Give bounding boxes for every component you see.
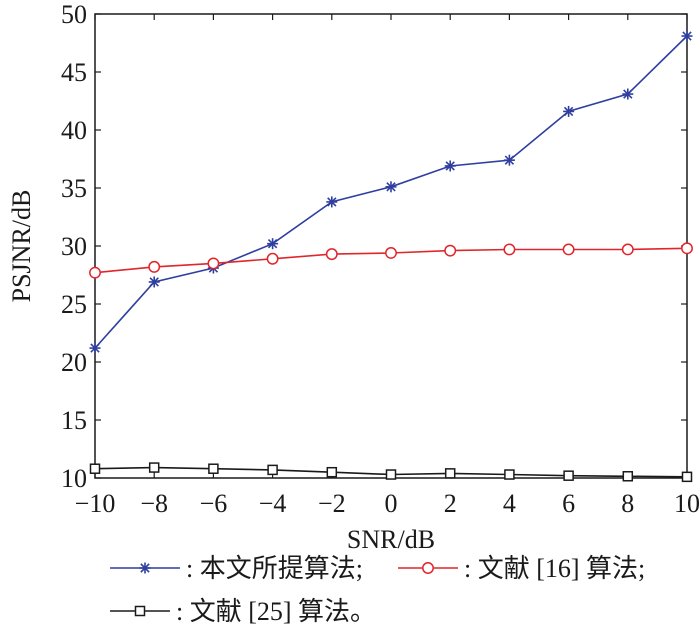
series-2-point [89, 266, 101, 279]
series-3-point [148, 462, 160, 473]
x-tick-label: −10 [75, 489, 116, 518]
y-tick-label: 25 [61, 290, 87, 319]
series-1-point [89, 342, 101, 354]
x-tick-label: 10 [674, 489, 700, 518]
x-tick-label: 2 [444, 489, 457, 518]
series-1-point [503, 154, 515, 166]
series-2-point [562, 243, 575, 256]
series-3-point [444, 468, 456, 479]
series-1-point [148, 276, 160, 288]
y-axis-title: PSJNR/dB [7, 190, 36, 303]
x-axis-title: SNR/dB [347, 525, 435, 554]
series-3-point [622, 471, 634, 482]
series-2-point [325, 248, 338, 261]
series-3-point [267, 464, 278, 476]
plot-frame [94, 13, 688, 479]
y-tick-label: 30 [61, 232, 87, 261]
y-tick-label: 20 [61, 348, 87, 377]
series-2-point [681, 242, 693, 255]
series-3-point [89, 463, 101, 474]
y-tick-label: 50 [61, 0, 87, 29]
series-2-point [621, 243, 634, 256]
series-1-point [563, 105, 575, 117]
x-tick-label: 0 [385, 489, 398, 518]
series-2-point [385, 247, 397, 259]
y-tick-label: 45 [61, 58, 87, 87]
series-2-point [207, 257, 220, 270]
series-1-point [681, 30, 693, 42]
series-3-point [681, 471, 693, 483]
y-tick-label: 15 [61, 406, 87, 435]
legend-marker-2 [422, 562, 434, 574]
x-tick-label: 4 [503, 489, 516, 518]
series-3-point [326, 466, 338, 478]
series-2-point [444, 244, 457, 257]
series-2-point [266, 252, 279, 265]
series-3-point [563, 470, 574, 481]
legend-marker-1 [139, 562, 151, 574]
x-tick-label: −4 [259, 489, 287, 518]
series-1-point [622, 88, 634, 100]
y-tick-label: 10 [61, 464, 87, 493]
series-2-point [148, 260, 161, 273]
legend-label-3: : 文献 [25] 算法。 [176, 597, 376, 626]
series-1-point [444, 160, 456, 172]
legend-label-2: : 文献 [16] 算法; [464, 554, 645, 583]
series-3-point [208, 463, 219, 474]
series-1-point [267, 238, 279, 250]
x-tick-label: −8 [140, 489, 168, 518]
y-tick-label: 35 [61, 174, 87, 203]
x-tick-label: −2 [318, 489, 346, 518]
legend-label-1: : 本文所提算法; [186, 554, 363, 583]
series-2-point [503, 243, 516, 256]
series-3-point [504, 469, 515, 480]
x-tick-label: 6 [562, 489, 575, 518]
x-tick-label: −6 [200, 489, 228, 518]
y-tick-label: 40 [61, 116, 87, 145]
series-3-point [385, 469, 397, 480]
series-1-point [326, 196, 338, 208]
x-tick-label: 8 [621, 489, 634, 518]
series-1-point [385, 181, 397, 193]
legend-marker-3 [134, 605, 146, 617]
